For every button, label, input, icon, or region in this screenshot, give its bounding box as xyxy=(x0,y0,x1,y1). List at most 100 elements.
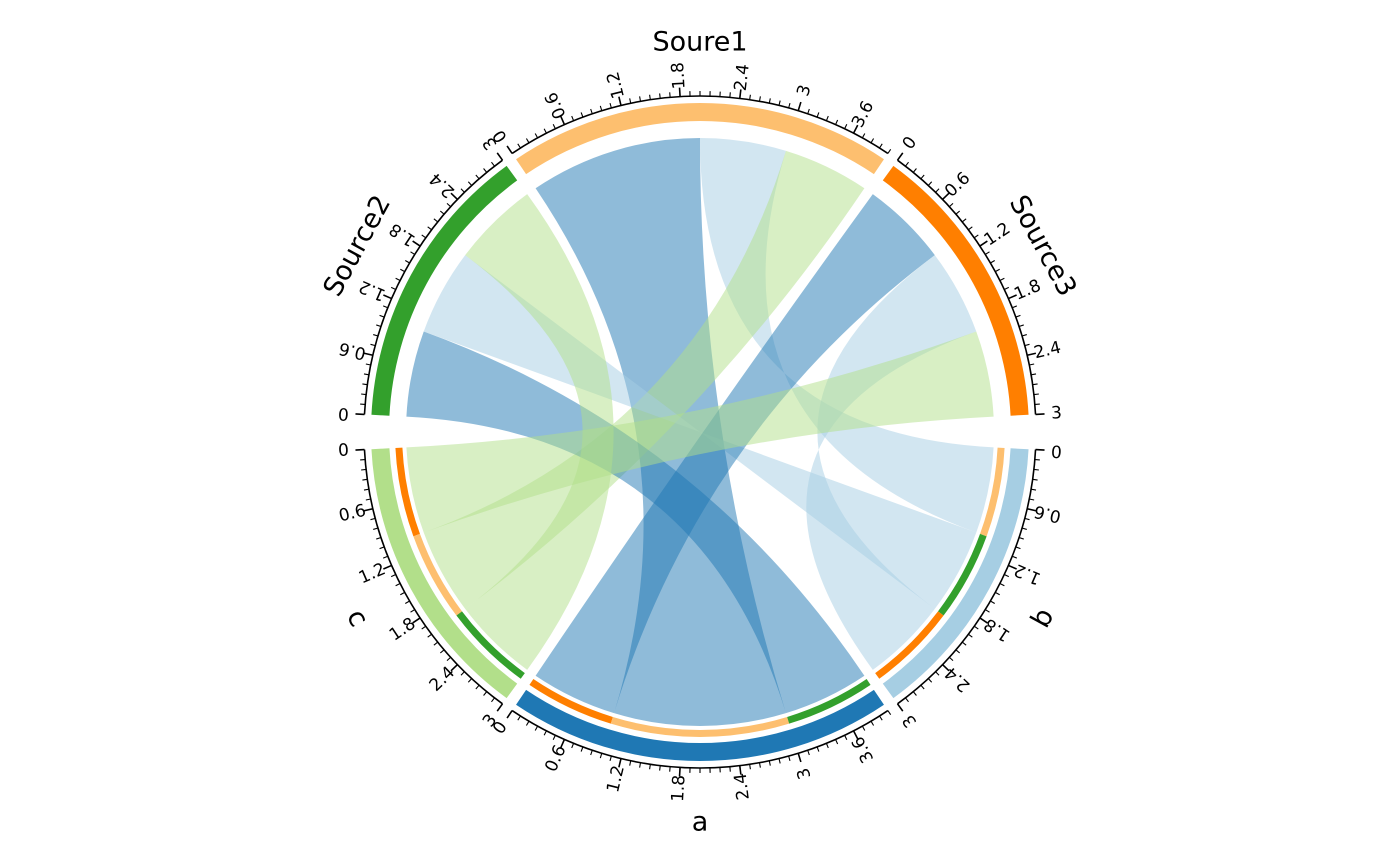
tick-label: 1.2 xyxy=(603,70,629,101)
tick xyxy=(852,730,859,740)
tick xyxy=(995,268,1000,273)
tick xyxy=(506,145,513,154)
tick-label: 0 xyxy=(338,403,350,424)
axis-soure1 xyxy=(511,95,889,155)
tick xyxy=(439,649,445,654)
tick xyxy=(491,697,495,703)
tick xyxy=(912,691,917,696)
tick xyxy=(400,268,405,273)
tick xyxy=(370,517,376,521)
link-source3-to-a xyxy=(535,194,935,714)
subtrack-b-source3 xyxy=(875,611,944,679)
sector-c xyxy=(371,448,518,699)
tick xyxy=(1018,536,1024,540)
tick xyxy=(450,663,459,672)
tick-label: 0.6 xyxy=(337,501,368,527)
tick xyxy=(421,234,427,239)
tick xyxy=(678,767,681,777)
tick xyxy=(1031,488,1037,491)
tick-label: 0.6 xyxy=(541,742,570,775)
tick xyxy=(941,192,950,201)
tick xyxy=(844,735,848,741)
tick xyxy=(758,762,761,768)
tick xyxy=(373,334,379,337)
tick xyxy=(955,649,961,654)
tick xyxy=(1008,564,1017,570)
tick xyxy=(905,697,909,703)
tick xyxy=(749,764,751,770)
tick xyxy=(807,750,810,756)
tick xyxy=(861,725,866,731)
sector-a xyxy=(516,689,884,761)
tick xyxy=(738,89,742,99)
tick xyxy=(412,617,421,624)
tick xyxy=(973,625,979,630)
tick xyxy=(618,96,622,106)
tick xyxy=(816,112,820,118)
tick xyxy=(517,715,521,721)
tick xyxy=(852,124,859,134)
tick xyxy=(807,108,810,114)
tick xyxy=(999,582,1005,587)
subtrack-c-source2 xyxy=(456,611,525,679)
tick xyxy=(571,743,575,749)
tick xyxy=(467,181,473,186)
tick xyxy=(629,98,632,104)
tick xyxy=(973,234,979,239)
tick xyxy=(896,703,904,712)
tick xyxy=(362,478,368,481)
tick xyxy=(1008,294,1017,300)
tick-label: 0 xyxy=(1051,440,1063,461)
tick xyxy=(525,720,530,726)
tick xyxy=(649,94,651,100)
tick xyxy=(1011,305,1018,309)
tick-label: 0 xyxy=(899,133,922,154)
tick xyxy=(758,96,761,102)
tick xyxy=(979,617,988,624)
tick xyxy=(629,760,632,766)
tick xyxy=(390,286,396,290)
tick xyxy=(560,116,566,125)
tick xyxy=(383,564,392,570)
tick xyxy=(370,343,376,347)
tick xyxy=(1033,393,1039,396)
tick xyxy=(460,188,465,193)
tick xyxy=(995,591,1000,596)
tick xyxy=(580,112,584,118)
tick xyxy=(984,609,990,613)
tick xyxy=(376,536,382,540)
tick xyxy=(649,764,651,770)
tick xyxy=(768,760,771,766)
tick xyxy=(968,633,973,638)
axis-a xyxy=(511,709,889,769)
tick xyxy=(361,393,367,396)
tick xyxy=(935,188,940,193)
tick xyxy=(835,739,839,745)
tick xyxy=(365,363,371,366)
tick xyxy=(920,684,925,690)
tick xyxy=(427,633,432,638)
link-source2-to-c xyxy=(465,194,614,670)
tick-label: 1.2 xyxy=(356,276,389,305)
tick xyxy=(870,138,875,144)
tick xyxy=(446,202,452,208)
subtrack-c-soure1 xyxy=(413,533,463,616)
tick xyxy=(534,133,539,139)
tick-label: 3 xyxy=(793,765,815,781)
subtrack-c-source3 xyxy=(395,447,420,537)
tick xyxy=(410,251,416,255)
tick-label: 2.4 xyxy=(731,63,754,92)
tick xyxy=(990,600,995,605)
tick xyxy=(483,691,488,696)
tick xyxy=(961,641,967,646)
tick xyxy=(525,138,530,144)
tick xyxy=(580,746,584,752)
tick xyxy=(365,498,371,501)
tick xyxy=(552,123,556,129)
tick xyxy=(639,96,642,102)
sector-source3 xyxy=(882,165,1029,416)
subtrack-b-soure1 xyxy=(980,447,1005,537)
tick xyxy=(879,143,883,149)
tick xyxy=(427,226,432,231)
